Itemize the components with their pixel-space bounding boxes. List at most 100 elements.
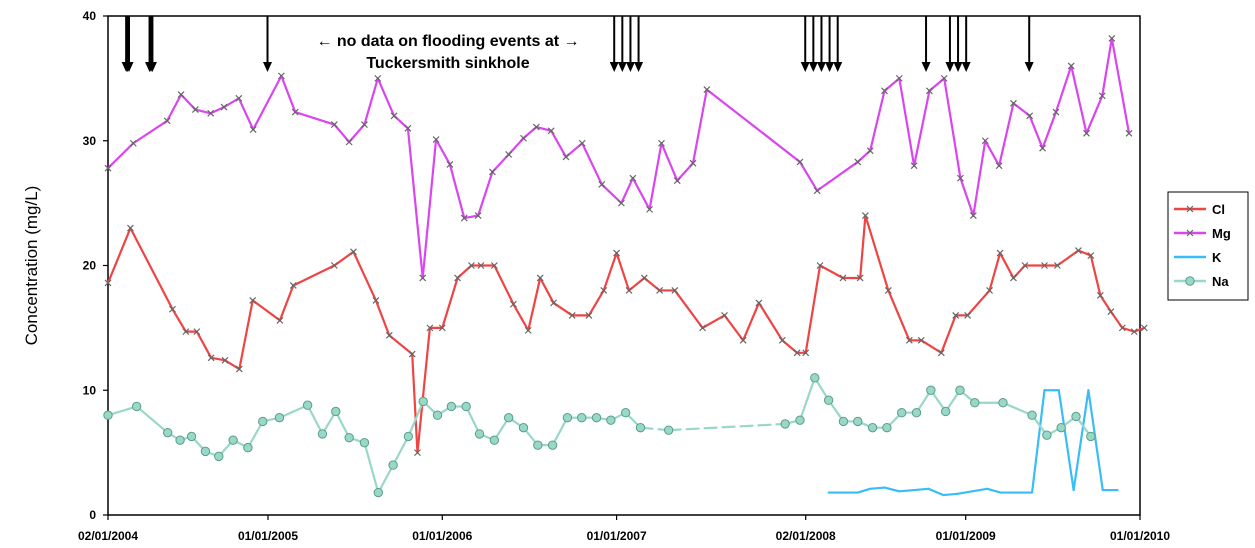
series-point-cl: [816, 262, 824, 269]
series-segment-k: [986, 487, 1002, 494]
series-segment-cl: [1099, 294, 1112, 313]
series-segment-mg: [943, 77, 962, 180]
flood-event-arrowhead: [147, 62, 157, 72]
series-segment-mg: [1054, 64, 1073, 114]
series-point-cl: [249, 297, 257, 304]
series-point-na: [243, 442, 253, 453]
legend-label-na: Na: [1212, 274, 1229, 289]
series-point-na: [940, 406, 951, 417]
series-segment-cl: [441, 276, 459, 329]
series-segment-na: [246, 420, 264, 449]
series-point-na: [175, 435, 185, 445]
series-segment-mg: [660, 142, 679, 182]
series-point-cl: [182, 328, 190, 336]
series-point-cl: [778, 336, 786, 344]
series-point-na: [359, 437, 370, 448]
series-segment-mg: [535, 125, 553, 132]
series-segment-cl: [587, 289, 605, 317]
series-point-mg: [520, 134, 527, 142]
series-point-mg: [163, 117, 171, 125]
series-segment-cl: [210, 356, 227, 362]
flood-event-arrowhead: [833, 62, 843, 72]
series-segment-k: [898, 488, 916, 493]
series-point-cl: [1053, 262, 1061, 269]
series-point-mg: [104, 164, 112, 172]
series-point-na: [103, 410, 113, 420]
x-tick-label: 01/01/2005: [238, 529, 298, 543]
series-point-mg: [460, 214, 468, 222]
series-point-cl: [1074, 247, 1082, 254]
series-point-mg: [419, 274, 427, 282]
series-segment-mg: [434, 138, 452, 166]
series-segment-mg: [1101, 37, 1113, 97]
series-point-mg: [925, 87, 933, 95]
x-axis: 02/01/2004 01/01/2005 01/01/2006 01/01/2007…: [78, 515, 1170, 543]
series-point-cl: [937, 349, 945, 357]
series-segment-cl: [1121, 326, 1136, 333]
series-segment-k: [927, 487, 945, 497]
series-segment-k: [942, 492, 959, 497]
series-segment-mg: [252, 74, 283, 131]
series-point-mg: [474, 212, 482, 220]
series-point-mg: [220, 103, 228, 111]
series-segment-na: [798, 376, 816, 422]
series-segment-na: [278, 404, 309, 419]
series-segment-mg: [705, 88, 802, 164]
series-point-cl: [996, 249, 1004, 257]
series-point-na: [258, 416, 268, 427]
series-point-mg: [532, 123, 540, 131]
series-point-cl: [330, 262, 338, 269]
series-point-cl: [802, 349, 810, 357]
series-point-mg: [703, 86, 711, 94]
series-segment-mg: [294, 110, 336, 126]
series-point-mg: [689, 159, 697, 167]
series-segment-na: [392, 435, 410, 467]
series-point-mg: [895, 74, 903, 82]
series-point-na: [998, 398, 1008, 408]
series-point-cl: [385, 331, 393, 339]
series-segment-mg: [959, 177, 975, 217]
series-point-na: [274, 412, 285, 423]
series-point-mg: [277, 72, 285, 80]
series-point-na: [186, 431, 197, 442]
series-segment-cl: [493, 264, 515, 306]
series-point-cl: [585, 311, 593, 319]
series-segment-cl: [195, 330, 213, 359]
series-segment-cl: [238, 299, 254, 371]
series-point-na: [1042, 430, 1052, 440]
series-segment-mg: [913, 89, 931, 167]
series-segment-mg: [376, 77, 396, 117]
flood-event-arrows: [121, 16, 1034, 72]
series-point-mg: [981, 137, 989, 145]
series-point-na: [591, 412, 602, 423]
annotation-line-2: Tuckersmith sinkhole: [366, 55, 529, 72]
series-point-cl: [350, 248, 357, 256]
series-segment-cl: [615, 251, 631, 292]
series-point-cl: [721, 311, 728, 319]
series-point-na: [1071, 411, 1081, 422]
flood-event-arrowhead: [800, 62, 810, 72]
series-point-mg: [291, 108, 299, 116]
series-point-na: [970, 398, 980, 408]
series-point-cl: [640, 274, 648, 282]
series-point-mg: [1052, 108, 1060, 116]
series-point-cl: [739, 336, 747, 344]
flood-event-arrowhead: [808, 62, 818, 72]
series-segment-na: [551, 416, 569, 447]
series-point-mg: [957, 174, 964, 182]
series-point-cl: [671, 287, 679, 294]
series-point-na: [489, 435, 500, 445]
series-point-cl: [193, 328, 201, 336]
flood-event-arrowhead: [953, 62, 963, 72]
series-segment-mg: [1085, 94, 1104, 135]
flood-event-arrowhead: [945, 62, 955, 72]
flood-event-arrowhead: [124, 62, 134, 72]
series-segment-mg: [463, 214, 480, 220]
series-point-cl: [884, 287, 892, 294]
series-point-mg: [910, 162, 918, 170]
series-segment-cl: [278, 284, 295, 322]
legend-marker-na: [1185, 276, 1195, 286]
series-point-mg: [1067, 62, 1075, 70]
series-segment-na: [407, 400, 425, 438]
series-point-cl: [839, 274, 847, 282]
